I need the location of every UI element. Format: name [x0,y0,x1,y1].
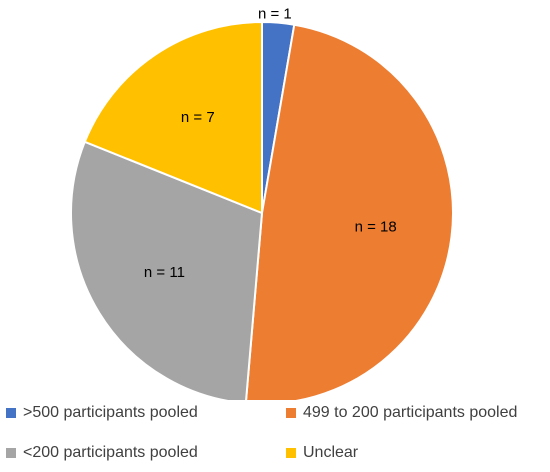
legend: >500 participants pooled 499 to 200 part… [0,398,550,468]
legend-item: Unclear [286,444,358,462]
pie-data-label: n = 18 [355,219,397,236]
legend-label: >500 participants pooled [23,404,198,421]
pie-chart: n = 1 n = 18 n = 11 n = 7 [70,6,454,400]
pie-slice [245,23,454,400]
legend-label: 499 to 200 participants pooled [303,404,518,421]
pie-data-label: n = 1 [258,6,292,23]
pie-slices [70,20,454,400]
pie-data-label: n = 11 [144,264,185,281]
legend-item: <200 participants pooled [6,444,198,462]
legend-swatch [286,448,296,458]
legend-label: <200 participants pooled [23,444,198,461]
legend-item: >500 participants pooled [6,404,198,422]
legend-item: 499 to 200 participants pooled [286,404,517,422]
pie-slice [70,140,264,400]
pie-slice [83,20,263,215]
legend-swatch [6,448,16,458]
pie-data-label: n = 7 [181,109,215,126]
legend-swatch [6,408,16,418]
legend-swatch [286,408,296,418]
legend-label: Unclear [303,444,359,461]
pie-data-labels: n = 1 n = 18 n = 11 n = 7 [144,6,397,281]
